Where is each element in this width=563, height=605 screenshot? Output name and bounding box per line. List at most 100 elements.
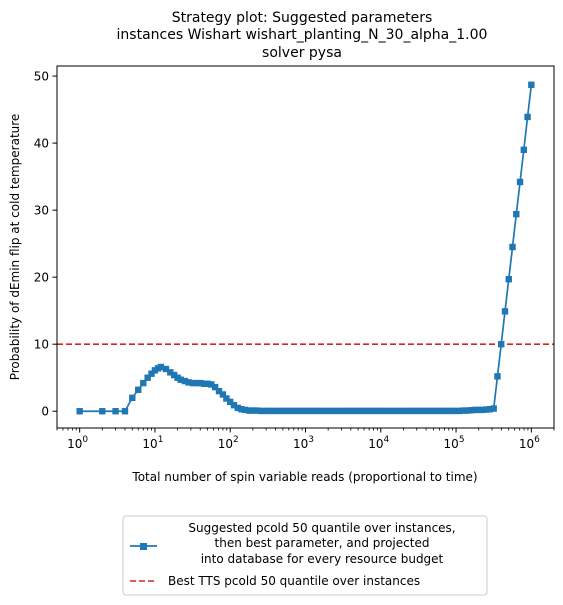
data-point [490,405,497,412]
data-point [129,394,136,402]
data-point [306,407,313,415]
x-tick-label: 104 [368,435,389,451]
data-point [449,407,456,415]
legend-label-suggested-line-1: Suggested pcold 50 quantile over instanc… [188,521,455,535]
data-point [426,407,433,415]
data-point [223,395,230,402]
data-point [430,407,437,415]
data-point [249,407,257,414]
data-point [291,407,298,415]
data-point [204,380,211,387]
data-point [230,402,238,409]
x-tick-label: 100 [67,435,88,451]
data-point [264,407,272,415]
data-point [509,243,516,251]
data-point [275,407,283,415]
data-point [392,407,400,415]
data-point [415,407,422,415]
data-point [411,407,418,415]
data-point [464,407,471,414]
y-tick-label: 10 [34,338,49,352]
data-point [253,407,260,414]
x-tick-label: 105 [444,435,465,451]
series-line-suggested [79,84,533,413]
data-point [219,391,227,398]
legend-box [122,515,488,596]
data-point [135,386,142,393]
x-axis-label: Total number of spin variable reads (pro… [131,470,477,484]
data-point [336,407,343,415]
data-point [516,178,524,186]
data-point [177,376,184,383]
data-point [140,379,147,387]
data-point [193,379,201,387]
data-point [482,406,490,413]
data-point [257,407,264,415]
chart-title-line-3: solver pysa [262,45,342,61]
data-point [460,407,467,414]
data-point [260,407,268,415]
data-point [313,407,320,415]
data-point [76,408,83,415]
data-point [302,407,309,415]
data-point [211,383,219,391]
x-axis-ticks: 100 101 102 103 104 105 106 [56,428,555,451]
data-point [501,308,509,315]
data-point [234,404,241,412]
y-tick-label: 50 [34,70,49,84]
data-point [321,407,328,415]
legend-marker-square-suggested [140,543,147,550]
legend-label-best-tts: Best TTS pcold 50 quantile over instance… [168,574,420,588]
data-point [385,407,392,415]
data-point [279,407,287,415]
data-point [528,81,535,88]
data-point [268,407,275,415]
data-point [456,407,464,415]
data-point [112,408,119,415]
plot-area [57,81,554,415]
data-point [520,146,528,153]
data-point [358,407,366,415]
data-point [309,407,317,415]
data-point [343,407,351,415]
axes-frame [56,65,555,429]
x-tick-label: 102 [218,435,239,451]
data-point [324,407,332,415]
data-point [494,373,501,380]
data-point [339,407,347,415]
data-point [445,407,452,415]
data-point [422,407,430,415]
data-point [287,407,294,415]
data-point [332,407,339,415]
data-point [148,370,155,377]
data-point [396,407,403,415]
y-axis-ticks: 0 10 20 30 40 50 [34,70,57,419]
data-point [238,406,245,413]
data-point [144,374,151,381]
data-point [351,407,358,415]
data-point [524,113,531,121]
data-point [452,407,460,415]
data-point [189,379,197,387]
x-tick-label: 106 [519,435,540,451]
y-tick-label: 0 [41,405,49,419]
chart-title-line-1: Strategy plot: Suggested parameters [172,10,433,26]
data-point [317,407,324,415]
data-point [170,371,178,379]
data-point [283,407,290,415]
data-point [366,407,373,415]
data-point [347,407,354,415]
legend: Suggested pcold 50 quantile over instanc… [122,515,488,596]
legend-label-suggested-line-3: into database for every resource budget [201,552,444,566]
data-point [513,210,520,218]
data-point [403,407,411,415]
data-point [362,407,369,415]
data-point [185,379,192,386]
data-point [441,407,448,415]
data-point [227,398,234,406]
data-point [471,406,479,414]
data-point [381,407,388,415]
x-tick-label: 101 [142,435,163,451]
y-tick-label: 30 [34,204,49,218]
